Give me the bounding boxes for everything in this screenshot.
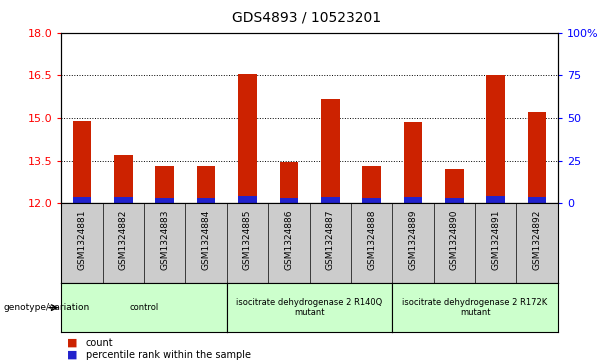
Text: GSM1324881: GSM1324881 — [77, 210, 86, 270]
Bar — [362, 198, 381, 203]
Bar — [404, 197, 422, 203]
Bar — [445, 169, 463, 203]
Bar — [114, 155, 132, 203]
Bar — [156, 166, 174, 203]
Bar — [280, 198, 298, 203]
Text: GSM1324882: GSM1324882 — [119, 210, 128, 270]
Text: GSM1324887: GSM1324887 — [326, 210, 335, 270]
Text: ■: ■ — [67, 350, 78, 360]
Text: GSM1324891: GSM1324891 — [491, 210, 500, 270]
Text: ■: ■ — [67, 338, 78, 348]
Bar — [238, 74, 257, 203]
Text: GSM1324884: GSM1324884 — [202, 210, 211, 270]
Bar — [528, 197, 546, 203]
Text: percentile rank within the sample: percentile rank within the sample — [86, 350, 251, 360]
Text: GSM1324886: GSM1324886 — [284, 210, 294, 270]
Bar — [321, 197, 340, 203]
Text: GSM1324889: GSM1324889 — [408, 210, 417, 270]
Bar — [528, 112, 546, 203]
Bar — [445, 198, 463, 203]
Bar — [114, 197, 132, 203]
Bar — [362, 166, 381, 203]
Text: control: control — [129, 303, 159, 312]
Bar — [321, 99, 340, 203]
Bar — [156, 198, 174, 203]
Bar — [404, 122, 422, 203]
Bar — [238, 196, 257, 203]
Bar — [197, 166, 215, 203]
Text: GSM1324892: GSM1324892 — [533, 210, 542, 270]
Bar — [280, 162, 298, 203]
Bar — [487, 196, 505, 203]
Text: isocitrate dehydrogenase 2 R140Q
mutant: isocitrate dehydrogenase 2 R140Q mutant — [237, 298, 383, 317]
Text: GSM1324890: GSM1324890 — [450, 210, 459, 270]
Bar — [487, 76, 505, 203]
Bar — [197, 198, 215, 203]
Text: count: count — [86, 338, 113, 348]
Text: GSM1324888: GSM1324888 — [367, 210, 376, 270]
Text: isocitrate dehydrogenase 2 R172K
mutant: isocitrate dehydrogenase 2 R172K mutant — [403, 298, 547, 317]
Bar — [73, 121, 91, 203]
Bar — [73, 197, 91, 203]
Text: GSM1324883: GSM1324883 — [160, 210, 169, 270]
Text: GSM1324885: GSM1324885 — [243, 210, 252, 270]
Text: genotype/variation: genotype/variation — [3, 303, 89, 312]
Text: GDS4893 / 10523201: GDS4893 / 10523201 — [232, 11, 381, 25]
